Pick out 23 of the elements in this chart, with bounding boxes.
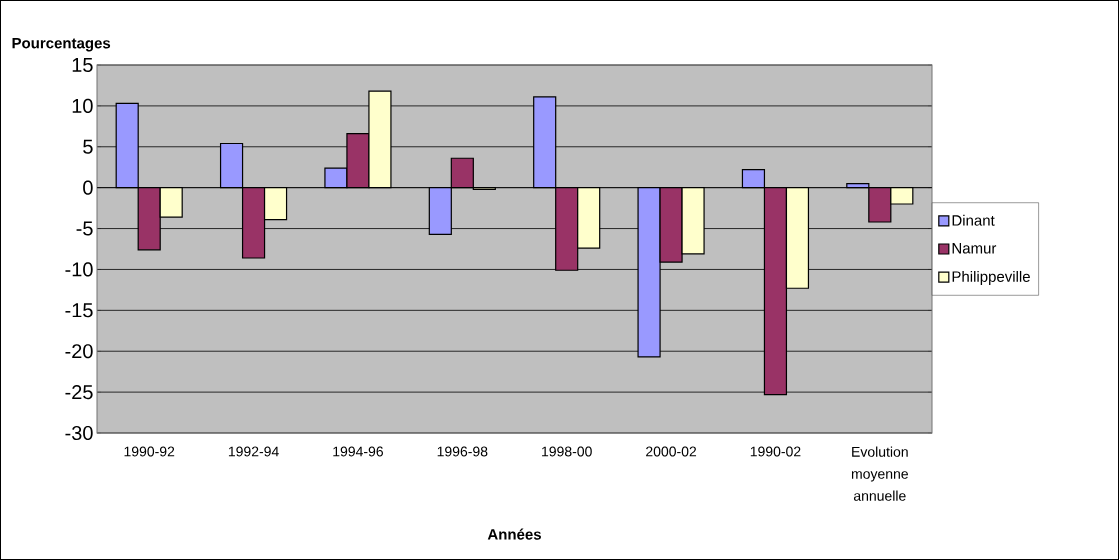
y-tick-label: 10 bbox=[72, 98, 93, 113]
y-tick-label: 15 bbox=[72, 58, 93, 72]
x-tick-label: 1998-00 bbox=[542, 446, 592, 457]
x-tick-label: 1996-98 bbox=[437, 446, 488, 457]
y-tick-label: -30 bbox=[65, 425, 93, 441]
y-axis-title: Pourcentages bbox=[12, 37, 111, 52]
y-tick-label: -5 bbox=[76, 221, 93, 236]
x-tick-label: 1994-96 bbox=[333, 446, 383, 457]
y-tick-label: -15 bbox=[65, 303, 93, 318]
y-tick-label: -25 bbox=[65, 385, 93, 400]
x-tick-label: 2000-02 bbox=[646, 446, 697, 457]
x-axis-title: Années bbox=[487, 528, 541, 540]
legend-label: Namur bbox=[952, 243, 997, 254]
y-tick-label: -20 bbox=[65, 344, 93, 359]
x-tick-label: 1992-94 bbox=[228, 446, 279, 457]
y-tick-label: 5 bbox=[83, 139, 93, 154]
legend-label: Dinant bbox=[952, 214, 995, 226]
y-tick-label: 0 bbox=[83, 180, 93, 195]
legend-label: Philippeville bbox=[952, 270, 1030, 285]
x-tick-label: 1990-92 bbox=[124, 446, 175, 457]
x-tick-label: Evolution moyenne annuelle bbox=[851, 446, 908, 501]
y-tick-label: -10 bbox=[65, 262, 93, 277]
x-tick-label: 1990-02 bbox=[750, 446, 801, 457]
